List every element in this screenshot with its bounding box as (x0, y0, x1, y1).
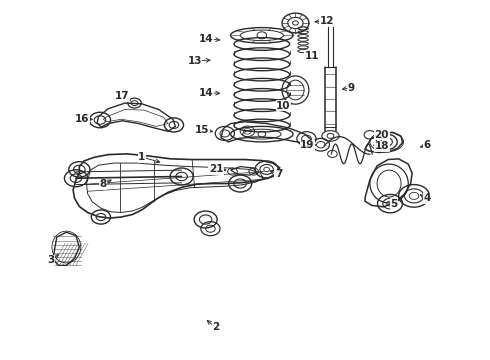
Text: 17: 17 (115, 91, 130, 101)
Text: 11: 11 (305, 51, 319, 61)
Text: 1: 1 (138, 152, 146, 162)
Text: 15: 15 (195, 125, 209, 135)
Text: 14: 14 (199, 87, 214, 98)
Text: 12: 12 (319, 16, 334, 26)
Text: 6: 6 (424, 140, 431, 150)
Text: 4: 4 (424, 193, 431, 203)
Text: 7: 7 (275, 169, 282, 179)
Text: 13: 13 (187, 56, 202, 66)
Text: 10: 10 (276, 101, 291, 111)
Text: 21: 21 (209, 165, 223, 174)
Text: 20: 20 (375, 130, 389, 140)
Text: 19: 19 (300, 140, 315, 150)
Text: 8: 8 (100, 179, 107, 189)
Text: 2: 2 (213, 323, 220, 333)
Text: 16: 16 (74, 114, 89, 124)
Text: 3: 3 (47, 256, 54, 265)
Text: 14: 14 (199, 34, 214, 44)
Text: 18: 18 (375, 141, 389, 151)
Text: 5: 5 (390, 199, 397, 209)
Text: 9: 9 (347, 82, 354, 93)
